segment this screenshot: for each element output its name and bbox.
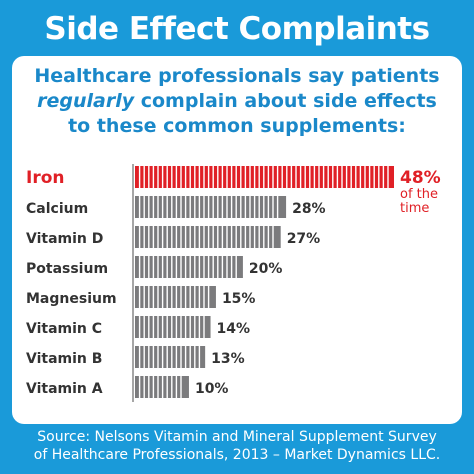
subtitle-line-3: to these common supplements: [68, 115, 406, 137]
value-label: 15% [222, 291, 256, 307]
subtitle-line-2: regularly complain about side effects [12, 89, 462, 114]
bar [135, 286, 216, 308]
subtitle-line-2-rest: complain about side effects [134, 90, 437, 112]
value-label: 14% [217, 321, 251, 337]
value-label: 48% [400, 168, 441, 188]
category-label: Magnesium [26, 291, 117, 307]
highlight-note: of the [400, 187, 438, 202]
category-label: Potassium [26, 261, 108, 277]
bar [135, 196, 287, 218]
value-label: 13% [211, 351, 245, 367]
category-label: Vitamin C [26, 321, 102, 337]
category-label: Vitamin B [26, 351, 102, 367]
source-line-2: of Healthcare Professionals, 2013 – Mark… [33, 447, 441, 463]
highlight-note: time [400, 201, 429, 216]
category-label: Vitamin A [26, 381, 103, 397]
category-label: Calcium [26, 201, 88, 217]
source-line-1: Source: Nelsons Vitamin and Mineral Supp… [37, 429, 437, 445]
subtitle-line-1: Healthcare professionals say patients [34, 65, 440, 87]
value-label: 10% [195, 381, 229, 397]
chart-panel: Healthcare professionals say patients re… [12, 56, 462, 424]
source-note: Source: Nelsons Vitamin and Mineral Supp… [0, 428, 474, 464]
value-label: 27% [287, 231, 321, 247]
bar [135, 346, 206, 368]
value-label: 28% [292, 201, 326, 217]
category-label: Vitamin D [26, 231, 103, 247]
page-title: Side Effect Complaints [44, 11, 430, 47]
value-label: 20% [249, 261, 283, 277]
category-label: Iron [26, 168, 65, 188]
subtitle-emphasis: regularly [37, 90, 135, 112]
chart-subtitle: Healthcare professionals say patients re… [12, 64, 462, 139]
